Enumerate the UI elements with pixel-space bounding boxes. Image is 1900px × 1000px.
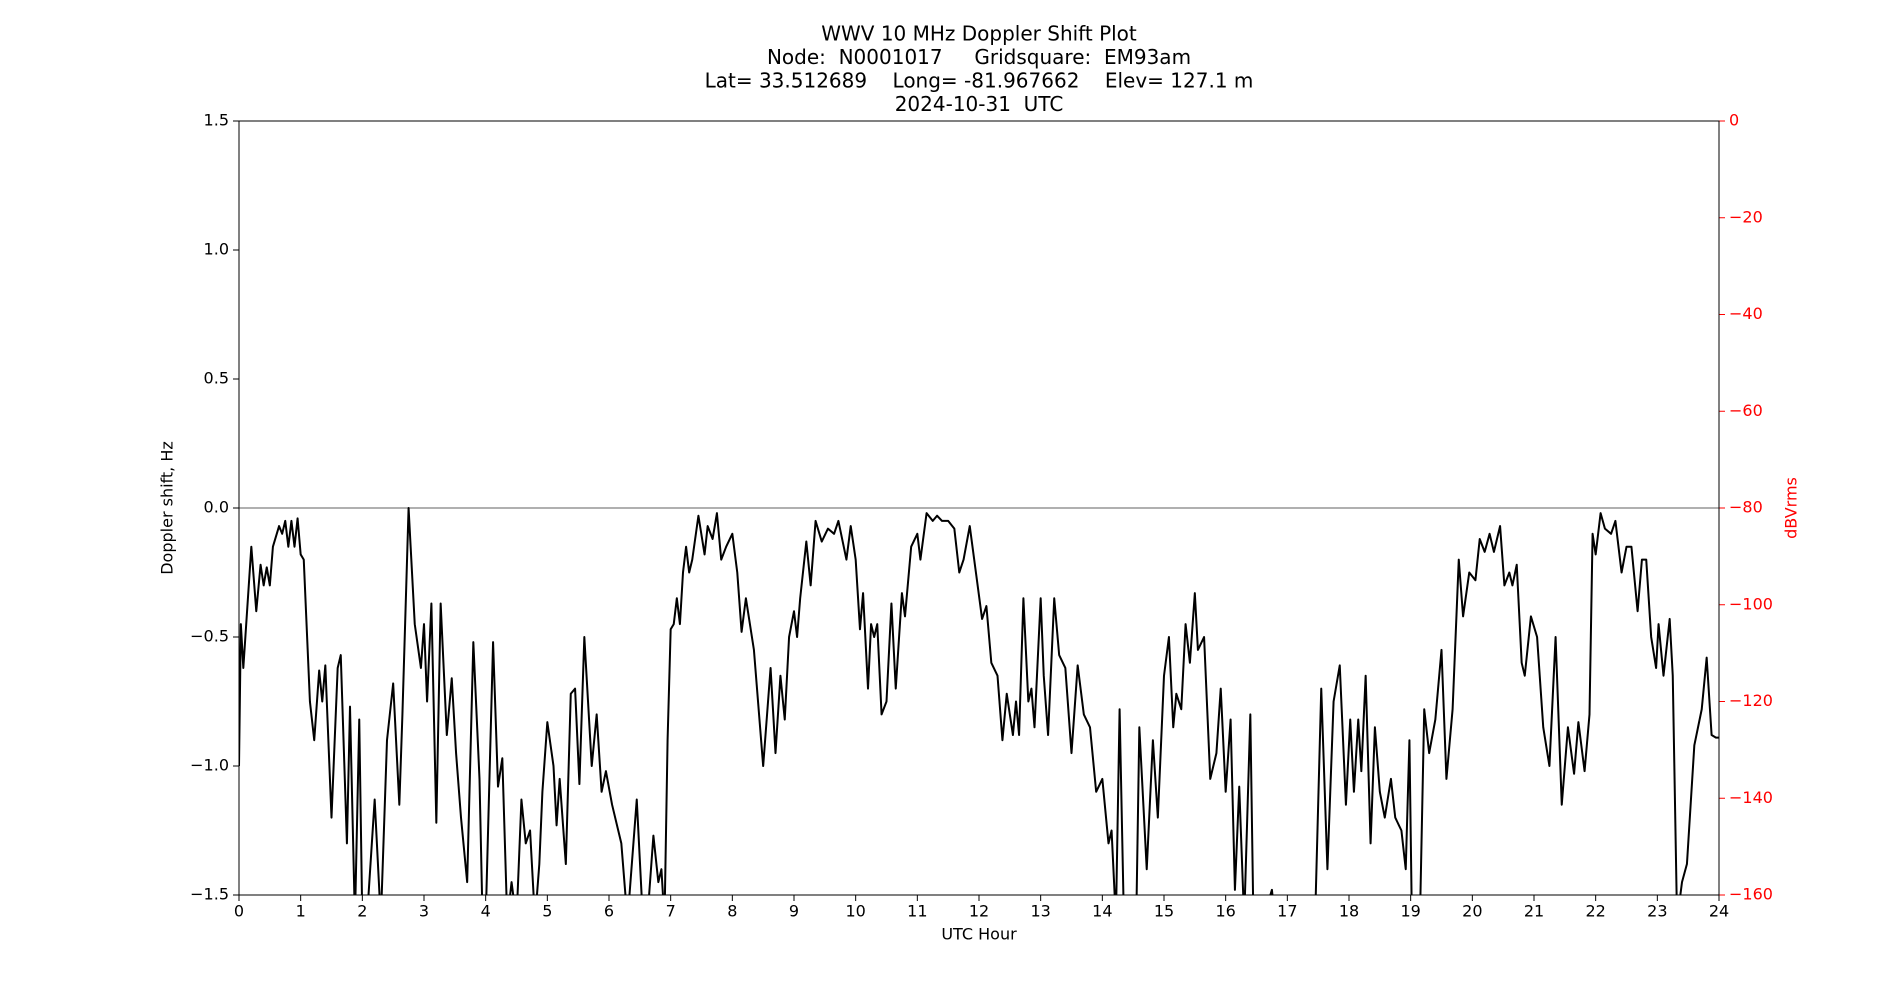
y2-tick-label: −20: [1729, 207, 1763, 226]
y-tick-label: 0.5: [204, 369, 229, 388]
x-tick-label: 9: [789, 902, 799, 921]
chart-title: Lat= 33.512689 Long= -81.967662 Elev= 12…: [705, 69, 1254, 93]
y2-tick-label: −60: [1729, 401, 1763, 420]
x-tick-label: 6: [604, 902, 614, 921]
x-tick-label: 16: [1215, 902, 1235, 921]
y2-tick-label: −140: [1729, 788, 1773, 807]
y2-tick-label: 0: [1729, 111, 1739, 130]
y-tick-label: 1.5: [204, 111, 229, 130]
x-tick-label: 10: [845, 902, 865, 921]
plot-frame: [238, 120, 1720, 896]
y2-tick-label: −100: [1729, 594, 1773, 613]
y2-tick-label: −160: [1729, 885, 1773, 904]
y-tick-label: −1.0: [190, 756, 229, 775]
x-tick-label: 22: [1585, 902, 1605, 921]
chart-title: WWV 10 MHz Doppler Shift Plot: [821, 22, 1137, 46]
chart-title: Node: N0001017 Gridsquare: EM93am: [767, 45, 1191, 69]
x-tick-label: 1: [296, 902, 306, 921]
x-tick-label: 15: [1154, 902, 1174, 921]
x-tick-label: 7: [666, 902, 676, 921]
x-tick-label: 19: [1400, 902, 1420, 921]
x-tick-label: 2: [357, 902, 367, 921]
x-tick-label: 4: [481, 902, 491, 921]
y2-tick-label: −40: [1729, 304, 1763, 323]
x-tick-label: 17: [1277, 902, 1297, 921]
y-tick-label: 0.0: [204, 498, 229, 517]
x-axis-label: UTC Hour: [941, 925, 1017, 944]
x-tick-label: 14: [1092, 902, 1112, 921]
x-tick-label: 23: [1647, 902, 1667, 921]
x-tick-label: 24: [1709, 902, 1729, 921]
data-line: [239, 507, 1719, 895]
y2-tick-label: −80: [1729, 498, 1763, 517]
x-tick-label: 13: [1030, 902, 1050, 921]
y-tick-label: −0.5: [190, 627, 229, 646]
x-tick-label: 0: [234, 902, 244, 921]
chart-title: 2024-10-31 UTC: [895, 92, 1064, 116]
y-tick-label: 1.0: [204, 240, 229, 259]
x-tick-label: 18: [1339, 902, 1359, 921]
x-tick-label: 11: [907, 902, 927, 921]
x-tick-label: 21: [1524, 902, 1544, 921]
y2-axis-label: dBVrms: [1782, 477, 1801, 539]
y-tick-label: −1.5: [190, 885, 229, 904]
x-tick-label: 8: [727, 902, 737, 921]
x-tick-label: 3: [419, 902, 429, 921]
x-tick-label: 5: [542, 902, 552, 921]
x-tick-label: 20: [1462, 902, 1482, 921]
y-axis-label: Doppler shift, Hz: [158, 441, 177, 575]
x-tick-label: 12: [969, 902, 989, 921]
y2-tick-label: −120: [1729, 691, 1773, 710]
